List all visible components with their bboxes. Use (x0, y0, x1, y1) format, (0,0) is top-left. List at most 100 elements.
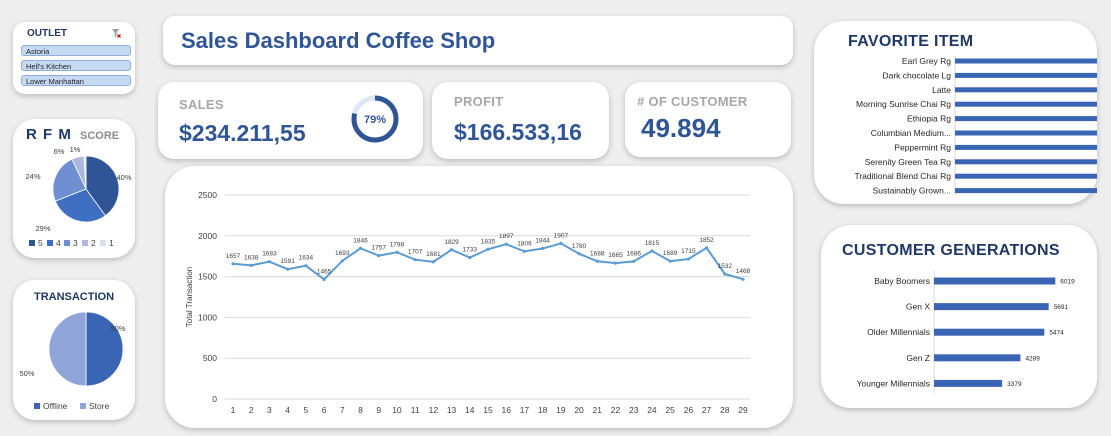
data-point (723, 272, 727, 276)
x-tick-label: 25 (665, 405, 675, 415)
x-tick-label: 20 (574, 405, 584, 415)
data-point (322, 277, 326, 282)
x-tick-label: 18 (538, 405, 548, 415)
bar-category-label: Morning Sunrise Chai Rg (856, 99, 951, 109)
data-point (468, 255, 472, 260)
x-tick-label: 11 (411, 405, 420, 415)
bar-data-label: 3379 (1007, 381, 1022, 388)
favorite-item-title: FAVORITE ITEM (848, 33, 974, 50)
bar-category-label: Dark chocolate Lg (882, 70, 951, 80)
data-label: 1757 (371, 245, 386, 252)
outlet-item-astoria[interactable]: Astoria (21, 45, 131, 56)
bar (955, 130, 1097, 136)
data-label: 1846 (353, 237, 368, 244)
data-label: 1733 (463, 247, 478, 254)
data-point (358, 246, 363, 250)
legend-swatch (34, 403, 40, 409)
bar (955, 116, 1097, 122)
x-tick-label: 14 (465, 405, 475, 415)
data-label: 1715 (681, 248, 696, 255)
data-point (267, 260, 272, 264)
bar-category-label: Traditional Blend Chai Rg (854, 171, 951, 181)
y-tick-label: 2000 (198, 231, 217, 241)
data-point (686, 257, 690, 261)
data-label: 1468 (736, 268, 751, 275)
bar-category-label: Peppermint Rg (894, 142, 951, 152)
outlet-item-lower-manhattan[interactable]: Lower Manhattan (21, 75, 131, 86)
bar (955, 72, 1097, 78)
data-point (286, 267, 290, 271)
x-tick-label: 7 (340, 405, 345, 415)
bar-category-label: Baby Boomers (874, 276, 930, 286)
customer-generations-title: CUSTOMER GENERATIONS (842, 242, 1060, 259)
pie-data-label: 29% (35, 224, 50, 233)
bar (934, 379, 1003, 387)
bar (955, 173, 1097, 179)
data-point (668, 259, 672, 263)
bar-data-label: 6019 (1060, 279, 1075, 286)
transaction-title: TRANSACTION (33, 291, 115, 303)
pie-data-label: 50% (110, 324, 125, 333)
x-tick-label: 1 (231, 405, 236, 415)
transaction-pie-chart: 50% 50% Offline Store (19, 311, 126, 411)
data-label: 1688 (590, 250, 605, 257)
data-label: 1852 (699, 237, 714, 244)
legend-label: 1 (109, 238, 114, 248)
sales-kpi-card: SALES $234.211,55 79% (158, 82, 423, 159)
data-label: 1638 (244, 254, 259, 261)
legend-label: Store (89, 401, 110, 411)
bar-category-label: Gen Z (906, 353, 930, 363)
data-point (449, 248, 454, 252)
favorite-item-bar-chart: Earl Grey Rg1558Dark chocolate Lg1546Lat… (854, 55, 1097, 196)
x-tick-label: 10 (392, 405, 402, 415)
bar (955, 58, 1097, 64)
bar (934, 328, 1045, 336)
outlet-item-hells-kitchen[interactable]: Hell's Kitchen (21, 60, 131, 71)
data-point (486, 247, 490, 251)
data-point (613, 261, 618, 265)
bar (934, 303, 1049, 311)
rfm-subtitle: SCORE (80, 130, 120, 142)
legend-swatch (64, 240, 70, 246)
pie-slice-offline (85, 311, 124, 387)
pie-data-label: 1% (70, 145, 81, 154)
profit-kpi-card: PROFIT $166.533,16 (432, 82, 609, 159)
data-label: 1532 (718, 263, 733, 270)
rfm-title: R F M (26, 126, 72, 143)
x-tick-label: 12 (429, 405, 439, 415)
filter-clear-icon[interactable] (112, 29, 121, 40)
data-label: 1693 (335, 250, 350, 257)
data-point (595, 259, 599, 263)
sales-gauge-label: 79% (364, 114, 386, 126)
page-title: Sales Dashboard Coffee Shop (181, 28, 496, 53)
y-axis-label: Total Transaction (185, 267, 194, 327)
y-tick-label: 1500 (198, 272, 217, 282)
data-point (304, 264, 308, 268)
pie-data-label: 6% (54, 147, 65, 156)
transaction-card: TRANSACTION 50% 50% Offline Store (13, 280, 135, 420)
x-tick-label: 29 (738, 405, 748, 415)
pie-slice-store (48, 311, 87, 387)
y-tick-label: 1000 (198, 312, 217, 322)
pie-slice-3 (52, 158, 87, 202)
bar-category-label: Older Millennials (867, 327, 930, 337)
bar-category-label: Ethiopia Rg (907, 114, 951, 124)
data-label: 1707 (408, 249, 423, 256)
bar-category-label: Earl Grey Rg (902, 56, 951, 66)
data-label: 1657 (226, 253, 241, 260)
data-label: 1835 (481, 238, 496, 245)
y-tick-label: 0 (212, 394, 217, 404)
x-tick-label: 2 (249, 405, 254, 415)
bar-category-label: Sustainably Grown... (873, 186, 951, 196)
legend-swatch (100, 240, 106, 246)
customer-generations-card: CUSTOMER GENERATIONS Baby Boomers 6019 Gen… (821, 225, 1097, 408)
x-tick-label: 27 (702, 405, 712, 415)
data-label: 1634 (299, 255, 314, 262)
data-label: 1780 (572, 243, 587, 250)
pie-slice-5 (85, 155, 120, 217)
data-point (741, 277, 745, 281)
data-label: 1809 (517, 240, 532, 247)
x-tick-label: 23 (629, 405, 639, 415)
legend-swatch (82, 240, 88, 246)
